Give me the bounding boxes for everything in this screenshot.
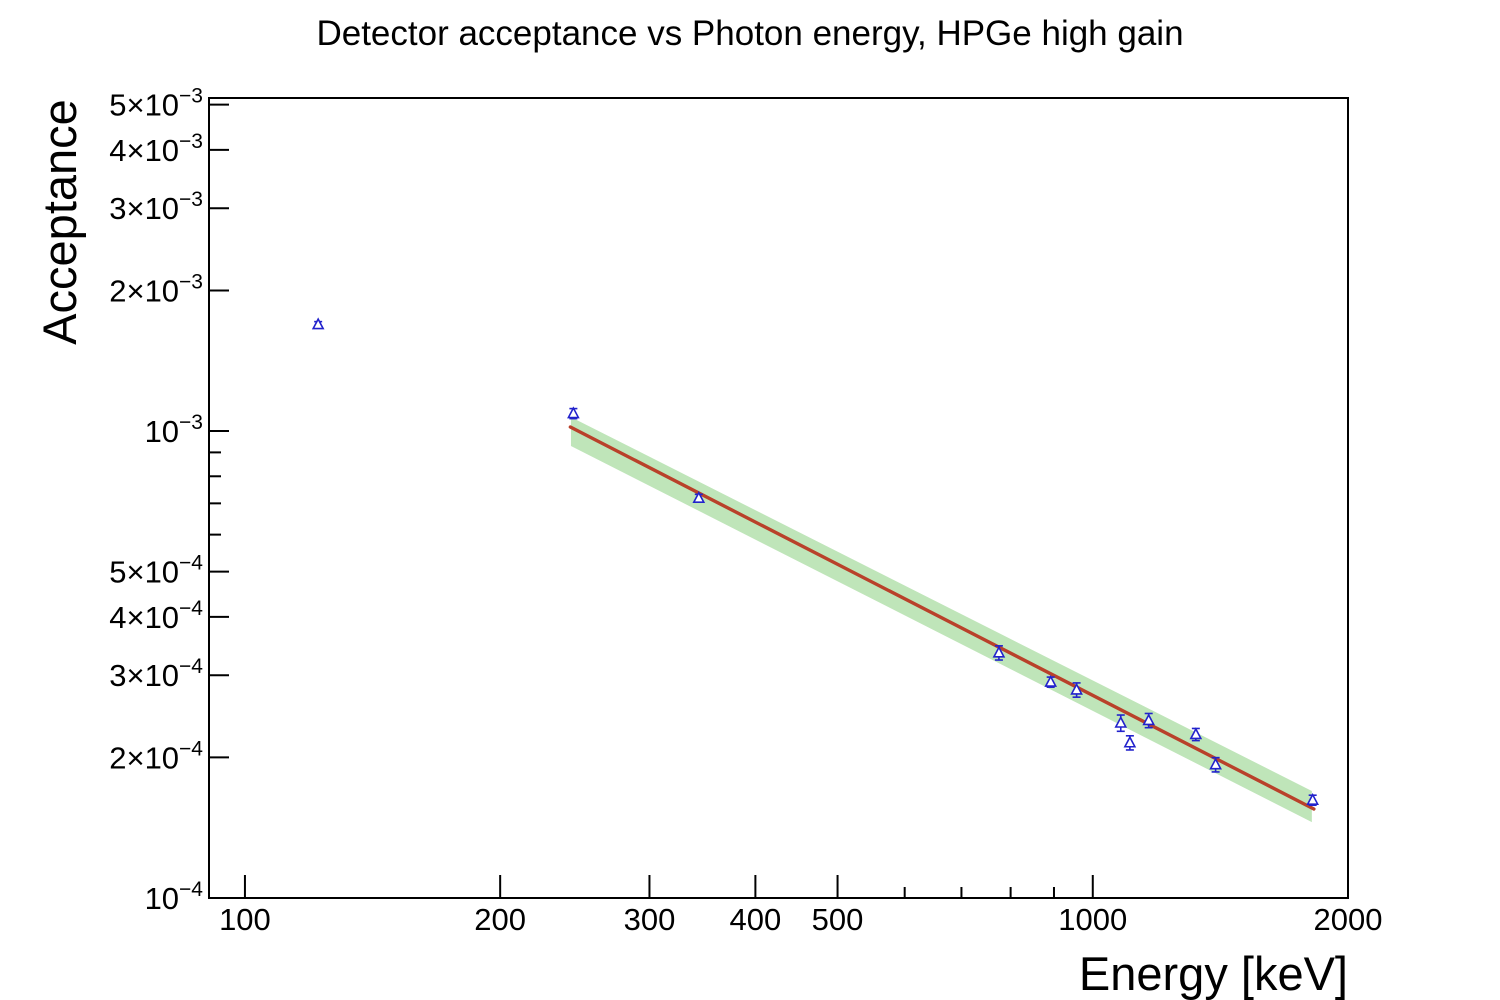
data-point-marker	[311, 317, 325, 330]
x-tick-label: 100	[219, 902, 271, 937]
y-tick-label: 3×10−4	[109, 655, 203, 693]
data-point-marker	[1044, 674, 1058, 687]
plot-title: Detector acceptance vs Photon energy, HP…	[316, 14, 1184, 53]
y-tick-label: 5×10−3	[109, 85, 203, 123]
x-axis-title: Energy [keV]	[1078, 947, 1348, 1000]
data-point-marker	[1306, 792, 1319, 805]
data-point-marker	[1123, 735, 1137, 748]
y-tick-label: 10−4	[145, 878, 204, 916]
data-point-marker	[1114, 715, 1128, 728]
y-tick-label: 10−3	[145, 411, 203, 449]
y-axis-title: Acceptance	[33, 99, 86, 345]
x-tick-label: 400	[730, 902, 782, 937]
x-tick-label: 200	[474, 902, 526, 937]
y-tick-label: 2×10−3	[109, 270, 203, 308]
x-tick-label: 300	[624, 902, 676, 937]
y-tick-label: 4×10−4	[109, 597, 203, 635]
data-point-marker	[1209, 757, 1222, 770]
x-tick-label: 2000	[1314, 902, 1383, 937]
data-point-marker	[692, 490, 706, 504]
y-tick-label: 5×10−4	[109, 552, 203, 590]
data-point-marker	[567, 406, 580, 419]
y-tick-label: 3×10−3	[109, 188, 203, 226]
data-point-marker	[1189, 727, 1203, 740]
data-point-marker	[1142, 713, 1156, 726]
fit-line	[568, 425, 1316, 811]
y-tick-label: 2×10−4	[109, 737, 203, 775]
data-point-marker	[1070, 682, 1083, 695]
x-tick-label: 1000	[1058, 902, 1127, 937]
data-point-marker	[992, 645, 1006, 658]
fit-confidence-band	[570, 417, 1312, 823]
y-tick-label: 4×10−3	[109, 130, 203, 168]
x-tick-label: 500	[812, 902, 864, 937]
plot-frame	[208, 97, 1349, 899]
